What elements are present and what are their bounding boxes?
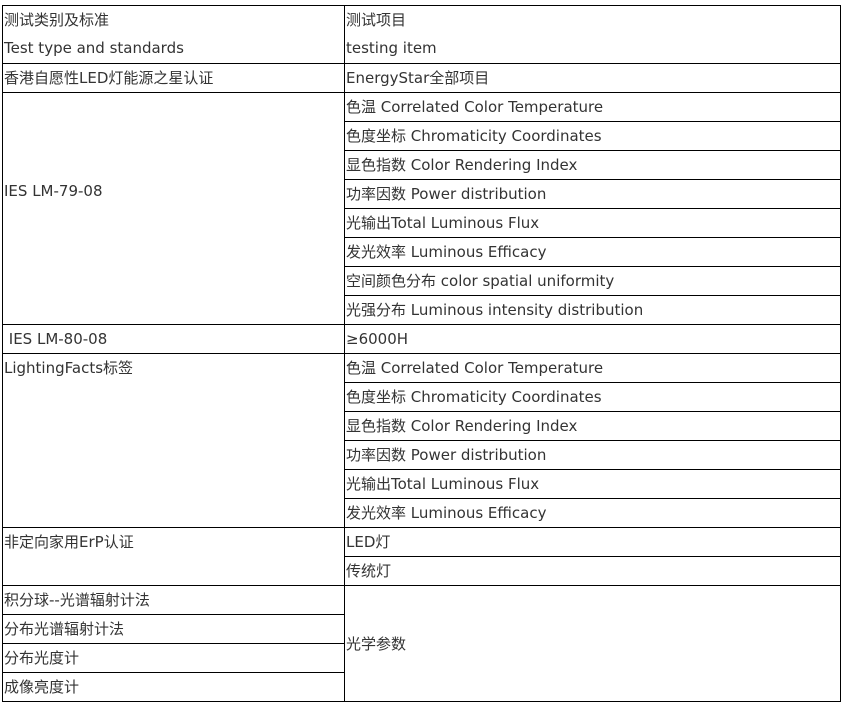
standard-cell: 积分球--光谱辐射计法: [2, 585, 345, 615]
item-cell: 显色指数 Color Rendering Index: [344, 411, 841, 441]
item-cell: 色度坐标 Chromaticity Coordinates: [344, 121, 841, 151]
standard-cell: 分布光度计: [2, 643, 345, 673]
table-row: 显色指数 Color Rendering Index: [3, 150, 841, 180]
table-row: IES LM-80-08 ≥6000H: [2, 324, 841, 354]
table-row: 传统灯: [3, 556, 841, 586]
table-row: 光强分布 Luminous intensity distribution: [3, 295, 841, 325]
item-cell: 传统灯: [344, 556, 841, 586]
item-cell: 发光效率 Luminous Efficacy: [344, 498, 841, 528]
table-row: 发光效率 Luminous Efficacy: [3, 237, 841, 267]
item-cell: EnergyStar全部项目: [344, 63, 841, 93]
item-cell: 空间颜色分布 color spatial uniformity: [344, 266, 841, 296]
header-row: 测试类别及标准 Test type and standards 测试项目 testi…: [2, 5, 841, 64]
item-cell: ≥6000H: [344, 324, 841, 354]
header-standards: 测试类别及标准 Test type and standards: [2, 5, 345, 64]
table-row: 非定向家用ErP认证 LED灯: [2, 527, 841, 586]
item-cell: 光强分布 Luminous intensity distribution: [344, 295, 841, 325]
table-row: 功率因数 Power distribution: [3, 440, 841, 470]
table-row: 光输出Total Luminous Flux: [3, 469, 841, 499]
item-cell: 发光效率 Luminous Efficacy: [344, 237, 841, 267]
item-cell: 光输出Total Luminous Flux: [344, 208, 841, 238]
table-row: 发光效率 Luminous Efficacy: [3, 498, 841, 528]
header-standards-cn: 测试类别及标准: [4, 11, 110, 29]
test-standards-table: 测试类别及标准 Test type and standards 测试项目 testi…: [2, 5, 841, 702]
item-cell: 光输出Total Luminous Flux: [344, 469, 841, 499]
item-cell: LED灯: [344, 527, 841, 557]
table-row: 色度坐标 Chromaticity Coordinates: [3, 121, 841, 151]
item-cell: 色温 Correlated Color Temperature: [344, 92, 841, 122]
table-row: 分布光谱辐射计法: [2, 614, 841, 644]
table-row: 积分球--光谱辐射计法 光学参数: [2, 585, 841, 702]
standard-cell: 分布光谱辐射计法: [2, 614, 345, 644]
item-cell: 功率因数 Power distribution: [344, 179, 841, 209]
table-row: 分布光度计: [2, 643, 841, 673]
standard-cell: 成像亮度计: [2, 672, 345, 702]
header-items-cn: 测试项目: [346, 11, 407, 29]
item-cell: 色温 Correlated Color Temperature: [344, 353, 841, 383]
header-items-en: testing item: [346, 39, 437, 57]
standard-cell: IES LM-80-08: [2, 324, 345, 354]
standard-cell: 非定向家用ErP认证: [2, 527, 345, 586]
table-row: 香港自愿性LED灯能源之星认证 EnergyStar全部项目: [2, 63, 841, 93]
table-row: 空间颜色分布 color spatial uniformity: [3, 266, 841, 296]
standard-cell: IES LM-79-08: [2, 92, 345, 325]
standard-cell: 香港自愿性LED灯能源之星认证: [2, 63, 345, 93]
table-row: 光输出Total Luminous Flux: [3, 208, 841, 238]
table-row: IES LM-79-08 色温 Correlated Color Tempera…: [2, 92, 841, 325]
item-cell: 功率因数 Power distribution: [344, 440, 841, 470]
item-cell: 色度坐标 Chromaticity Coordinates: [344, 382, 841, 412]
table-row: 显色指数 Color Rendering Index: [3, 411, 841, 441]
table-row: LightingFacts标签 色温 Correlated Color Temp…: [2, 353, 841, 528]
item-cell: 显色指数 Color Rendering Index: [344, 150, 841, 180]
table-row: 色度坐标 Chromaticity Coordinates: [3, 382, 841, 412]
header-standards-en: Test type and standards: [4, 39, 184, 57]
table-row: 成像亮度计: [2, 672, 841, 702]
item-cell: 光学参数: [344, 585, 841, 702]
header-items: 测试项目 testing item: [344, 5, 841, 64]
standard-cell: LightingFacts标签: [2, 353, 345, 528]
